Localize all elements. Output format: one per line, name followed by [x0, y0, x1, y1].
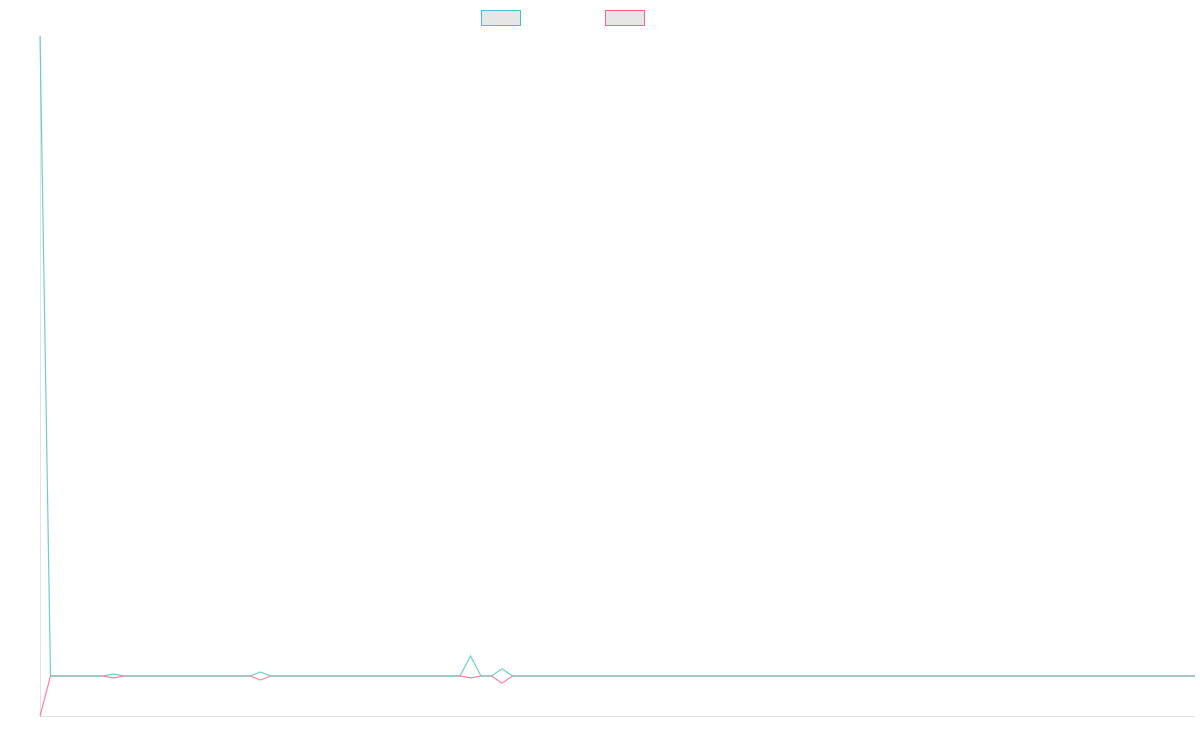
- series-line-0: [39, 35, 1195, 677]
- series-line-1: [39, 675, 1195, 717]
- legend: [481, 10, 645, 26]
- legend-swatch-1[interactable]: [605, 10, 645, 26]
- legend-swatch-0[interactable]: [481, 10, 521, 26]
- series-lines: [39, 35, 1195, 717]
